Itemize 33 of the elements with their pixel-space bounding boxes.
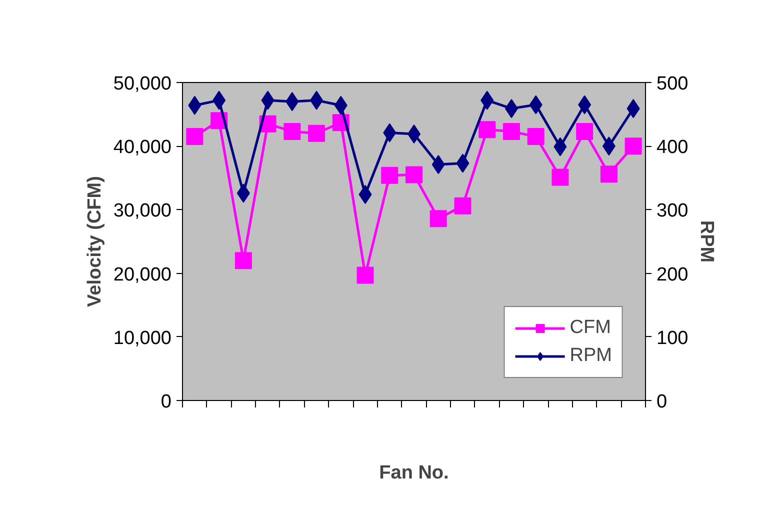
point — [478, 121, 496, 138]
y-tick-label: 10,000 — [113, 328, 172, 349]
point — [381, 166, 398, 184]
y2-axis-title: RPM — [696, 220, 718, 263]
legend-label: RPM — [570, 345, 612, 367]
y-tick-label: 20,000 — [113, 264, 172, 286]
y-tick-label: 40,000 — [113, 137, 172, 158]
y2-tick-label: 300 — [656, 200, 688, 222]
y2-tick-label: 0 — [656, 392, 668, 412]
point — [527, 128, 544, 146]
y2-tick-label: 100 — [656, 328, 688, 349]
point — [454, 197, 472, 214]
point — [552, 168, 569, 186]
legend-label: CFM — [570, 317, 611, 339]
point — [234, 252, 252, 270]
y-tick-label: 0 — [160, 392, 172, 412]
point — [624, 138, 642, 155]
y2-tick-label: 500 — [656, 74, 688, 94]
point — [430, 210, 447, 228]
point — [502, 122, 520, 140]
point — [576, 122, 594, 140]
point — [600, 166, 618, 183]
point — [186, 128, 204, 146]
x-axis-title: Fan No. — [379, 462, 449, 484]
point — [356, 266, 374, 284]
y2-tick-label: 200 — [656, 264, 688, 286]
point — [308, 124, 326, 142]
y-tick-label: 50,000 — [113, 74, 172, 94]
point — [284, 122, 301, 140]
y-tick-label: 30,000 — [113, 200, 172, 222]
y2-tick-label: 400 — [656, 137, 688, 158]
point — [406, 166, 422, 184]
y-axis-title: Velocity (CFM) — [84, 176, 106, 307]
